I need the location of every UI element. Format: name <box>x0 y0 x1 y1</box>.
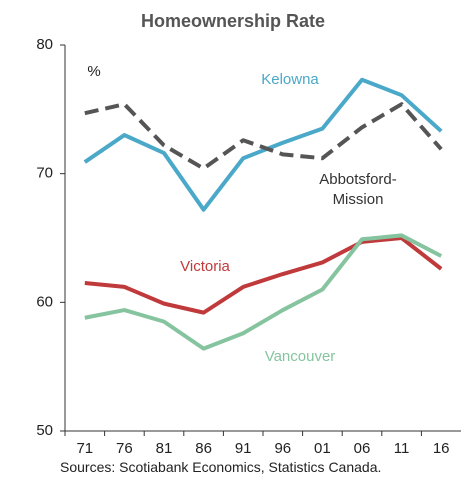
series-label: Kelowna <box>261 71 319 88</box>
series-line <box>84 233 443 351</box>
x-tick-label: 06 <box>354 440 371 457</box>
x-tick-label: 76 <box>116 440 133 457</box>
x-tick-label: 91 <box>235 440 252 457</box>
x-tick-label: 86 <box>195 440 212 457</box>
series-line <box>84 102 443 171</box>
x-tick-label: 16 <box>433 440 450 457</box>
chart-title: Homeownership Rate <box>141 11 325 31</box>
y-tick-label: 80 <box>36 36 53 53</box>
unit-label: % <box>87 63 100 80</box>
source-note: Sources: Scotiabank Economics, Statistic… <box>60 459 382 475</box>
series-line <box>84 236 443 315</box>
y-tick-label: 50 <box>36 422 53 439</box>
y-tick-label: 70 <box>36 165 53 182</box>
series-label: Vancouver <box>264 348 336 365</box>
x-tick-label: 71 <box>76 440 93 457</box>
x-tick-label: 96 <box>274 440 291 457</box>
x-tick-label: 01 <box>314 440 331 457</box>
series-line <box>83 77 443 212</box>
x-tick-label: 11 <box>394 440 410 457</box>
y-tick-label: 60 <box>36 293 53 310</box>
series-label: Victoria <box>180 258 230 275</box>
series-label: Abbotsford-Mission <box>319 171 397 208</box>
x-tick-label: 81 <box>156 440 173 457</box>
